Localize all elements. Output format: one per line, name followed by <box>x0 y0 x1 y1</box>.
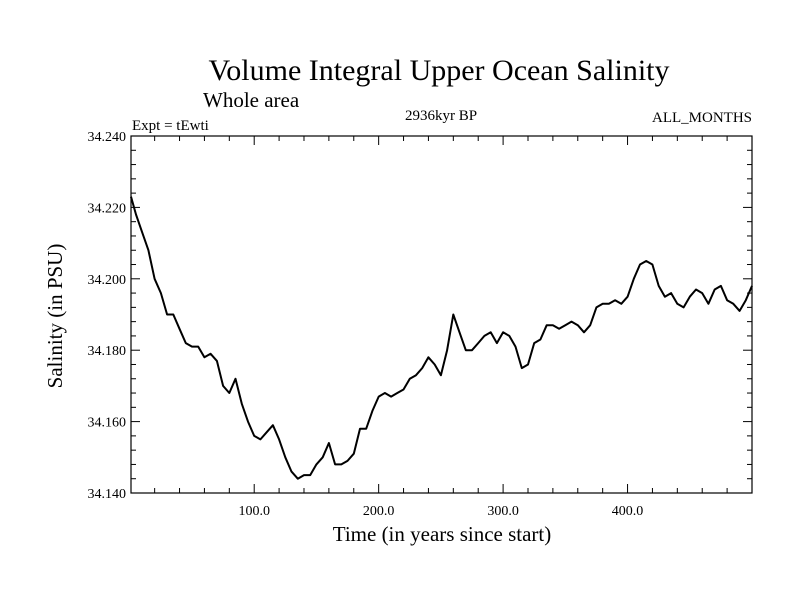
x-axis-tick-labels: 100.0 200.0 300.0 400.0 <box>238 504 643 519</box>
x-tick-label: 300.0 <box>487 504 519 519</box>
y-tick-label: 34.200 <box>88 273 127 288</box>
y-axis-tick-labels: 34.140 34.160 34.180 34.200 34.220 34.240 <box>88 130 127 502</box>
y-tick-label: 34.160 <box>88 416 127 431</box>
chart-title: Volume Integral Upper Ocean Salinity <box>209 54 670 87</box>
x-axis-ticks <box>154 136 728 493</box>
salinity-series-line <box>130 196 753 480</box>
y-axis-label: Salinity (in PSU) <box>43 244 67 389</box>
x-tick-label: 200.0 <box>363 504 395 519</box>
experiment-label: Expt = tEwti <box>132 118 209 134</box>
months-label: ALL_MONTHS <box>652 110 752 126</box>
x-tick-label: 100.0 <box>238 504 270 519</box>
x-axis-label: Time (in years since start) <box>333 522 552 546</box>
plot-frame <box>130 135 753 494</box>
chart-subtitle: Whole area <box>203 88 300 112</box>
y-axis-ticks <box>131 135 752 494</box>
x-tick-label: 400.0 <box>612 504 644 519</box>
y-tick-label: 34.240 <box>88 130 127 145</box>
y-tick-label: 34.180 <box>88 344 127 359</box>
y-tick-label: 34.140 <box>88 487 127 502</box>
period-label: 2936kyr BP <box>405 108 477 124</box>
y-tick-label: 34.220 <box>88 201 127 216</box>
